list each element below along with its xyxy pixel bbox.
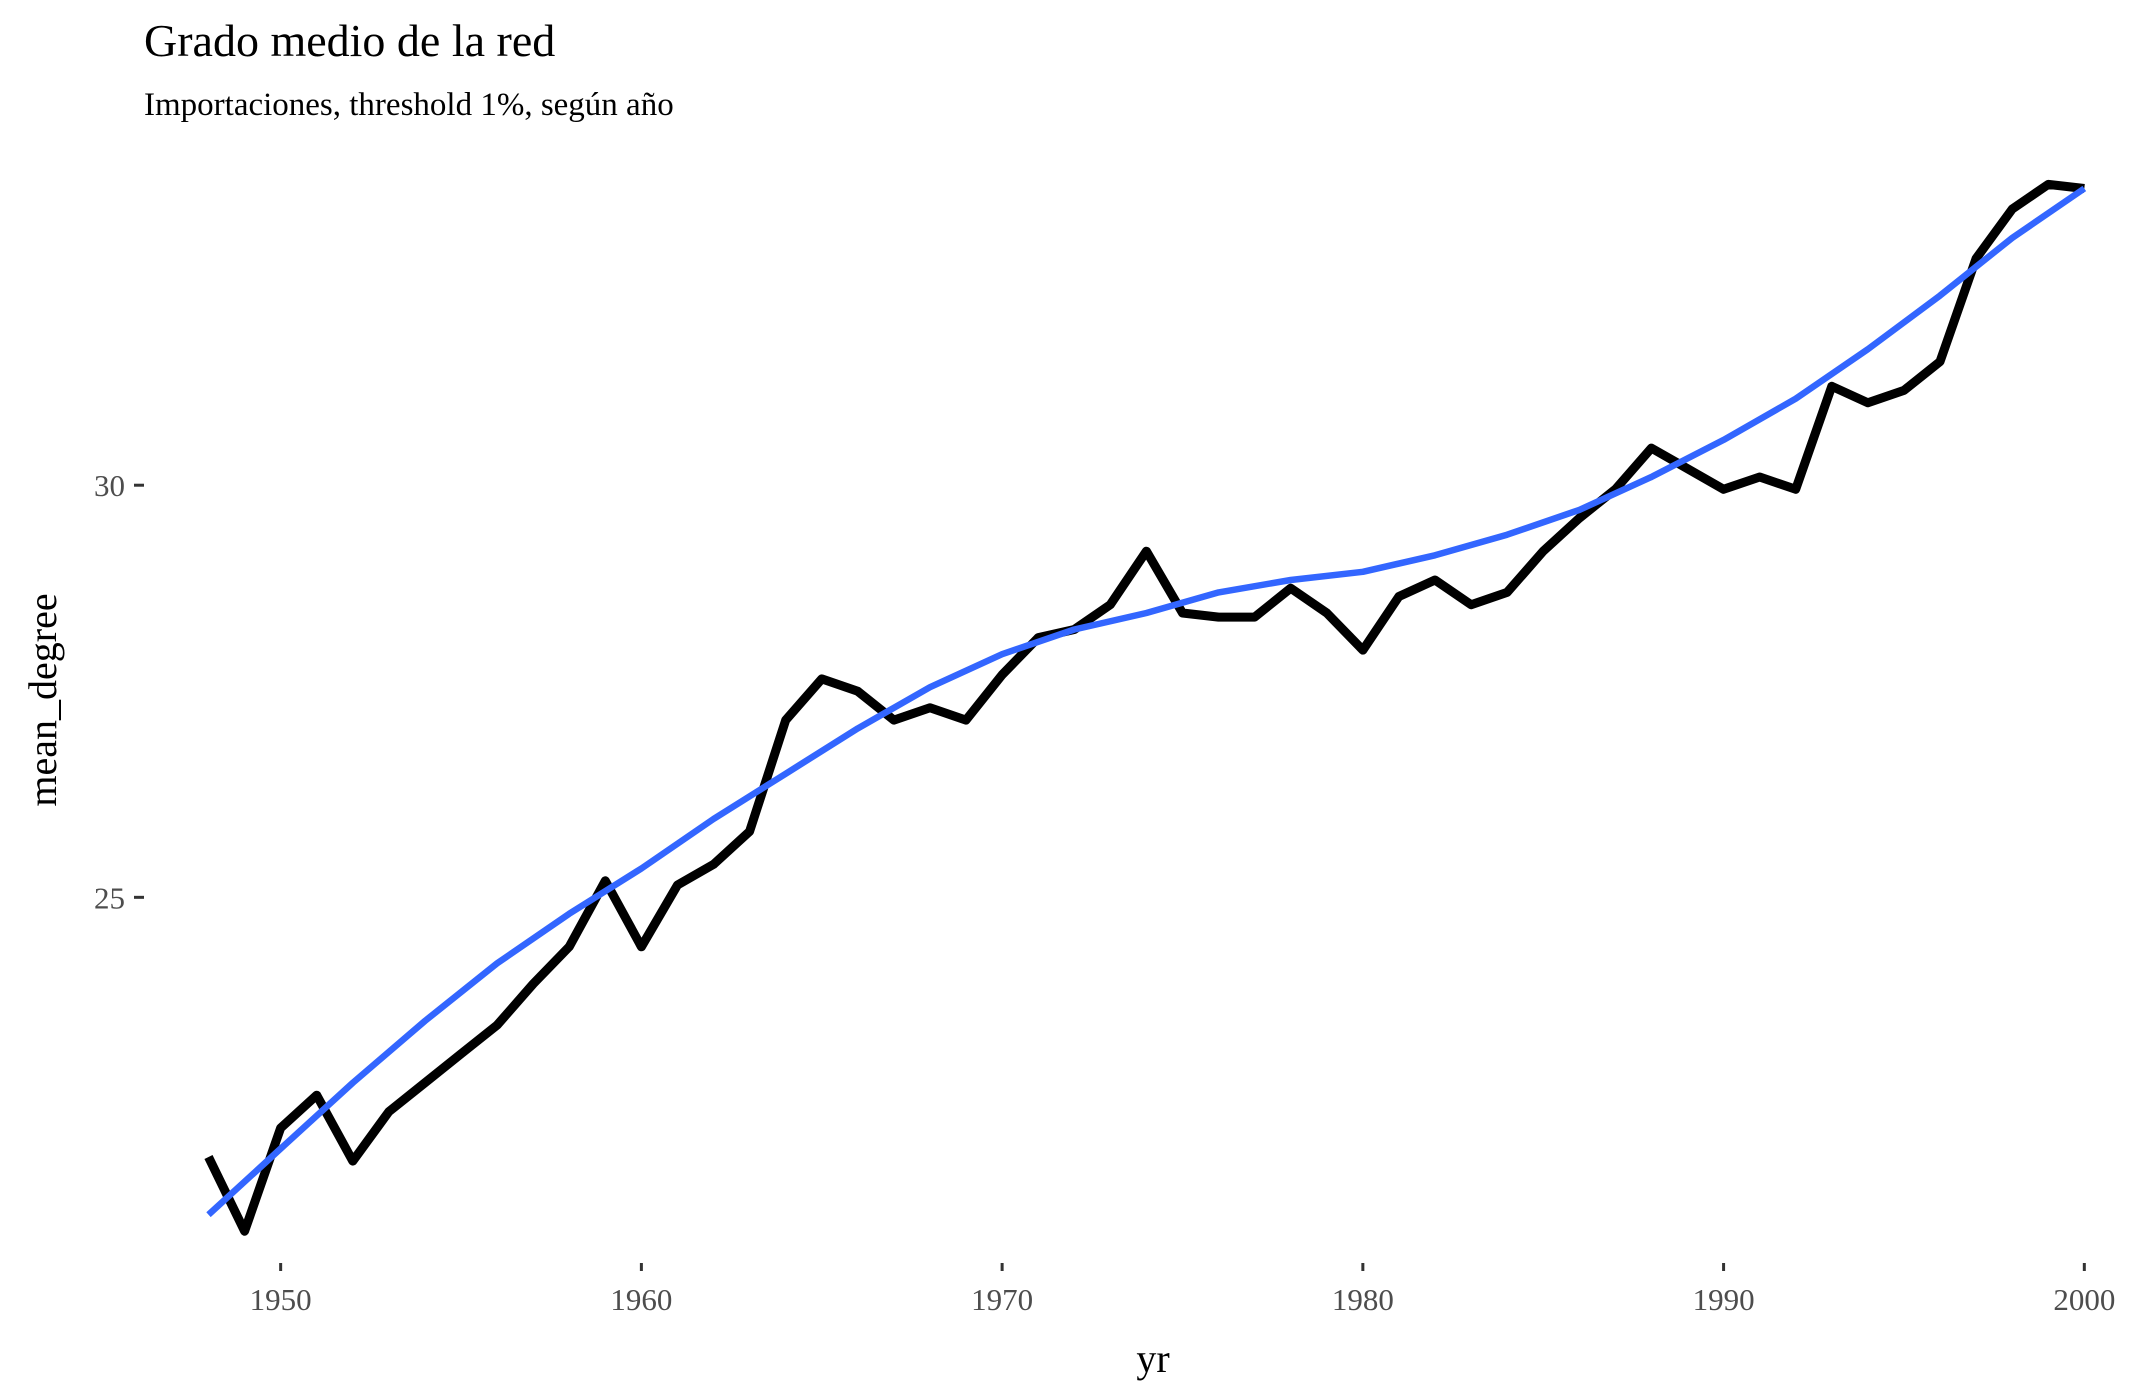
smooth-trend-line: [206, 185, 2087, 1218]
y-axis-title: mean_degree: [20, 593, 65, 806]
y-tick-label: 25: [94, 880, 125, 915]
x-tick-label: 1970: [971, 1282, 1033, 1317]
x-tick-label: 1990: [1693, 1282, 1755, 1317]
plot-area: [204, 179, 2087, 1236]
y-axis: 25 30: [94, 468, 144, 915]
x-axis-title: yr: [1136, 1336, 1169, 1381]
series-line-mean-degree: [204, 179, 2085, 1236]
y-tick-label: 30: [94, 468, 125, 503]
x-axis: 1950 1960 1970 1980 1990 2000: [250, 1263, 2115, 1317]
x-tick-label: 1960: [610, 1282, 672, 1317]
x-tick-label: 1980: [1332, 1282, 1394, 1317]
x-tick-label: 2000: [2053, 1282, 2115, 1317]
chart-title: Grado medio de la red: [144, 15, 555, 66]
chart-subtitle: Importaciones, threshold 1%, según año: [144, 87, 674, 123]
x-tick-label: 1950: [250, 1282, 312, 1317]
